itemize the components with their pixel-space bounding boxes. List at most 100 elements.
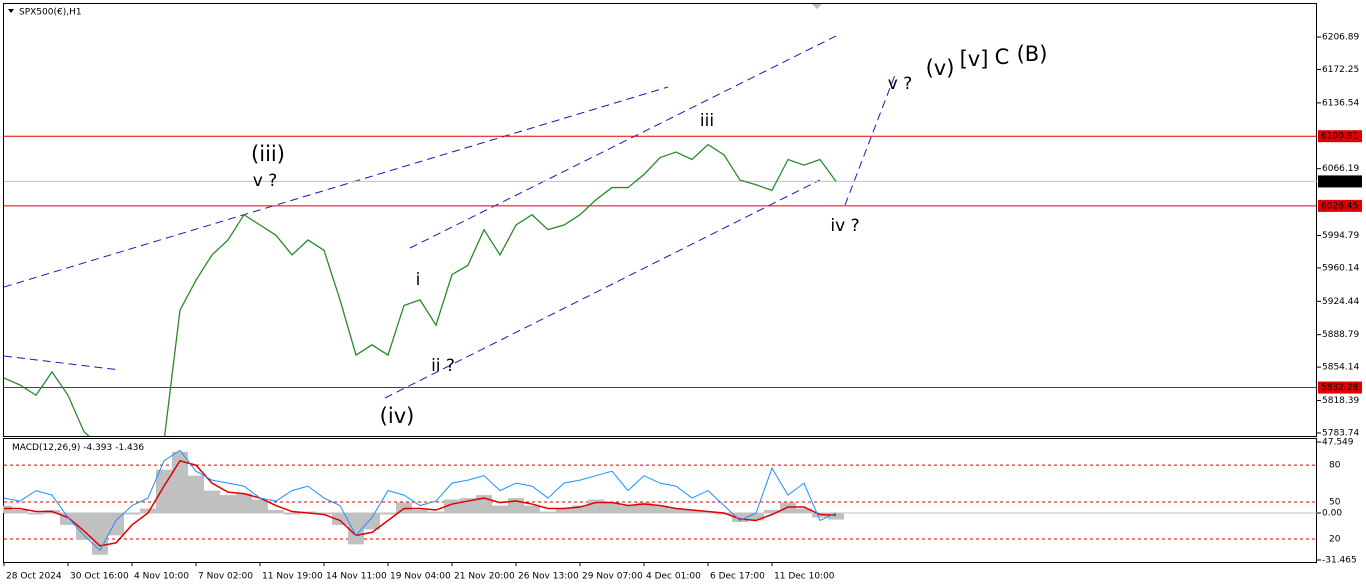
macd-bar — [428, 511, 444, 514]
macd-bar — [748, 513, 764, 521]
macd-bar — [204, 490, 220, 514]
y-tick-label: 0.00 — [1322, 509, 1342, 519]
shift-marker — [812, 4, 822, 9]
macd-frame — [3, 438, 1317, 563]
level-label: 80 — [1329, 461, 1341, 471]
macd-bar — [76, 513, 92, 540]
macd-bar — [620, 505, 636, 514]
macd-bar — [140, 508, 156, 514]
y-tick-label: 6066.19 — [1322, 164, 1359, 174]
wave-label: (v) — [926, 56, 955, 80]
wave-label: v ? — [253, 171, 278, 191]
wave-label: (B) — [1017, 42, 1048, 66]
y-tick-label: 47.549 — [1322, 438, 1354, 448]
y-tick-label: 6136.54 — [1322, 98, 1359, 108]
wave-label: (iii) — [251, 142, 285, 166]
level-label: 50 — [1329, 497, 1341, 507]
y-tick-label: 6172.25 — [1322, 65, 1359, 75]
y-tick-label: 6206.89 — [1322, 33, 1359, 43]
x-tick-label: 19 Nov 04:00 — [390, 572, 451, 582]
wave-label: iv ? — [830, 216, 859, 236]
x-tick-label: 29 Nov 07:00 — [582, 572, 643, 582]
level-label: 6100.91 — [1321, 132, 1358, 142]
wave-label: ii ? — [431, 356, 455, 376]
level-tag — [1318, 199, 1362, 212]
macd-bar — [668, 508, 684, 514]
trend-line — [3, 355, 121, 371]
wave-label: v ? — [888, 74, 913, 94]
x-tick-label: 4 Dec 01:00 — [646, 572, 701, 582]
macd-bar — [284, 513, 300, 515]
macd-bar — [28, 513, 44, 515]
macd-bar — [124, 513, 140, 515]
level-label: 6026.45 — [1321, 201, 1358, 211]
macd-bar — [524, 505, 540, 514]
x-tick-label: 21 Nov 20:00 — [454, 572, 515, 582]
x-tick-label: 30 Oct 16:00 — [70, 572, 129, 582]
x-tick-label: 4 Nov 10:00 — [134, 572, 189, 582]
trend-line — [844, 74, 896, 206]
macd-bar — [588, 499, 604, 514]
macd-line — [4, 459, 837, 547]
trend-line — [384, 179, 821, 399]
x-tick-label: 11 Nov 19:00 — [262, 572, 323, 582]
macd-bar — [412, 510, 428, 514]
y-tick-label: 5854.14 — [1322, 363, 1359, 373]
macd-bar — [604, 502, 620, 514]
macd-bar — [380, 513, 396, 515]
wave-label: (iv) — [380, 404, 415, 428]
level-tag — [1318, 130, 1362, 143]
macd-bar — [540, 511, 556, 514]
macd-line — [3, 449, 837, 552]
macd-value: -4.393 — [83, 443, 112, 453]
current-price-label: 6052.58 — [1321, 177, 1358, 187]
signal-value: -1.436 — [115, 443, 144, 453]
macd-bar — [332, 513, 348, 525]
y-tick-label: 5783.74 — [1322, 428, 1359, 438]
y-tick-label: 5994.79 — [1322, 231, 1359, 241]
price-layer — [3, 135, 1317, 436]
y-tick-label: -31.465 — [1322, 556, 1357, 566]
x-tick-label: 6 Dec 17:00 — [710, 572, 765, 582]
macd-bar — [60, 513, 76, 525]
macd-bar — [268, 510, 284, 514]
macd-bar — [236, 493, 252, 514]
macd-bar — [572, 505, 588, 514]
macd-bar — [556, 508, 572, 514]
trend-line — [409, 33, 841, 249]
wave-label: iii — [700, 111, 714, 131]
x-tick-label: 11 Dec 10:00 — [774, 572, 835, 582]
x-tick-label: 7 Nov 02:00 — [198, 572, 253, 582]
level-tag — [1318, 381, 1362, 394]
macd-bar — [764, 510, 780, 514]
macd-bar — [364, 513, 380, 530]
macd-bar — [828, 513, 844, 520]
price-line — [3, 143, 837, 436]
macd-bar — [732, 513, 748, 522]
macd-bar — [108, 513, 124, 536]
macd-bar — [220, 495, 236, 514]
x-tick-label: 14 Nov 11:00 — [326, 572, 387, 582]
current-price-tag — [1318, 175, 1362, 188]
main-frame — [3, 3, 1317, 437]
macd-bar — [188, 475, 204, 514]
y-tick-label: 5888.79 — [1322, 330, 1359, 340]
y-tick-label: 5818.39 — [1322, 396, 1359, 406]
wave-label: i — [416, 270, 421, 290]
chart-title: SPX500(€),H1 — [19, 8, 82, 18]
macd-bar — [12, 510, 28, 514]
wave-label: [v] — [960, 47, 989, 71]
macd-name: MACD(12,26,9) — [12, 443, 80, 453]
menu-arrow — [8, 9, 14, 13]
macd-bar — [652, 505, 668, 514]
macd-bar — [348, 513, 364, 545]
macd-bar — [636, 502, 652, 514]
level-label: 20 — [1329, 534, 1341, 544]
macd-bar — [252, 499, 268, 514]
macd-bar — [492, 505, 508, 514]
macd-bar — [684, 510, 700, 514]
wave-label: C — [995, 45, 1010, 69]
y-tick-label: 5924.44 — [1322, 297, 1359, 307]
macd-bar — [92, 513, 108, 555]
